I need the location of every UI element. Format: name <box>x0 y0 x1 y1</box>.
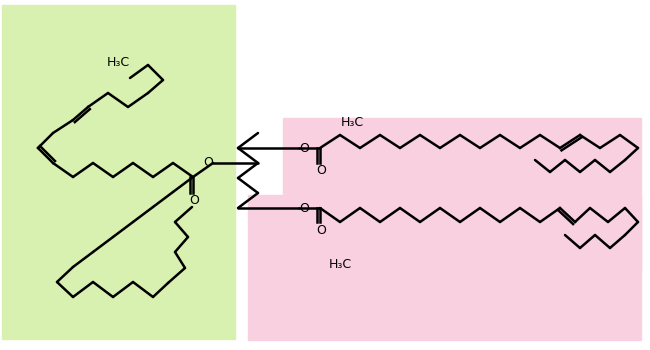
Text: H₃C: H₃C <box>328 259 352 272</box>
Bar <box>248 195 641 340</box>
Text: O: O <box>299 202 309 215</box>
Text: O: O <box>299 141 309 154</box>
Bar <box>2 5 235 339</box>
Text: H₃C: H₃C <box>107 56 129 70</box>
Text: O: O <box>189 195 199 208</box>
Text: H₃C: H₃C <box>341 117 363 130</box>
Text: O: O <box>203 156 213 169</box>
Text: O: O <box>316 164 326 177</box>
Text: O: O <box>316 224 326 237</box>
Bar <box>283 118 641 270</box>
